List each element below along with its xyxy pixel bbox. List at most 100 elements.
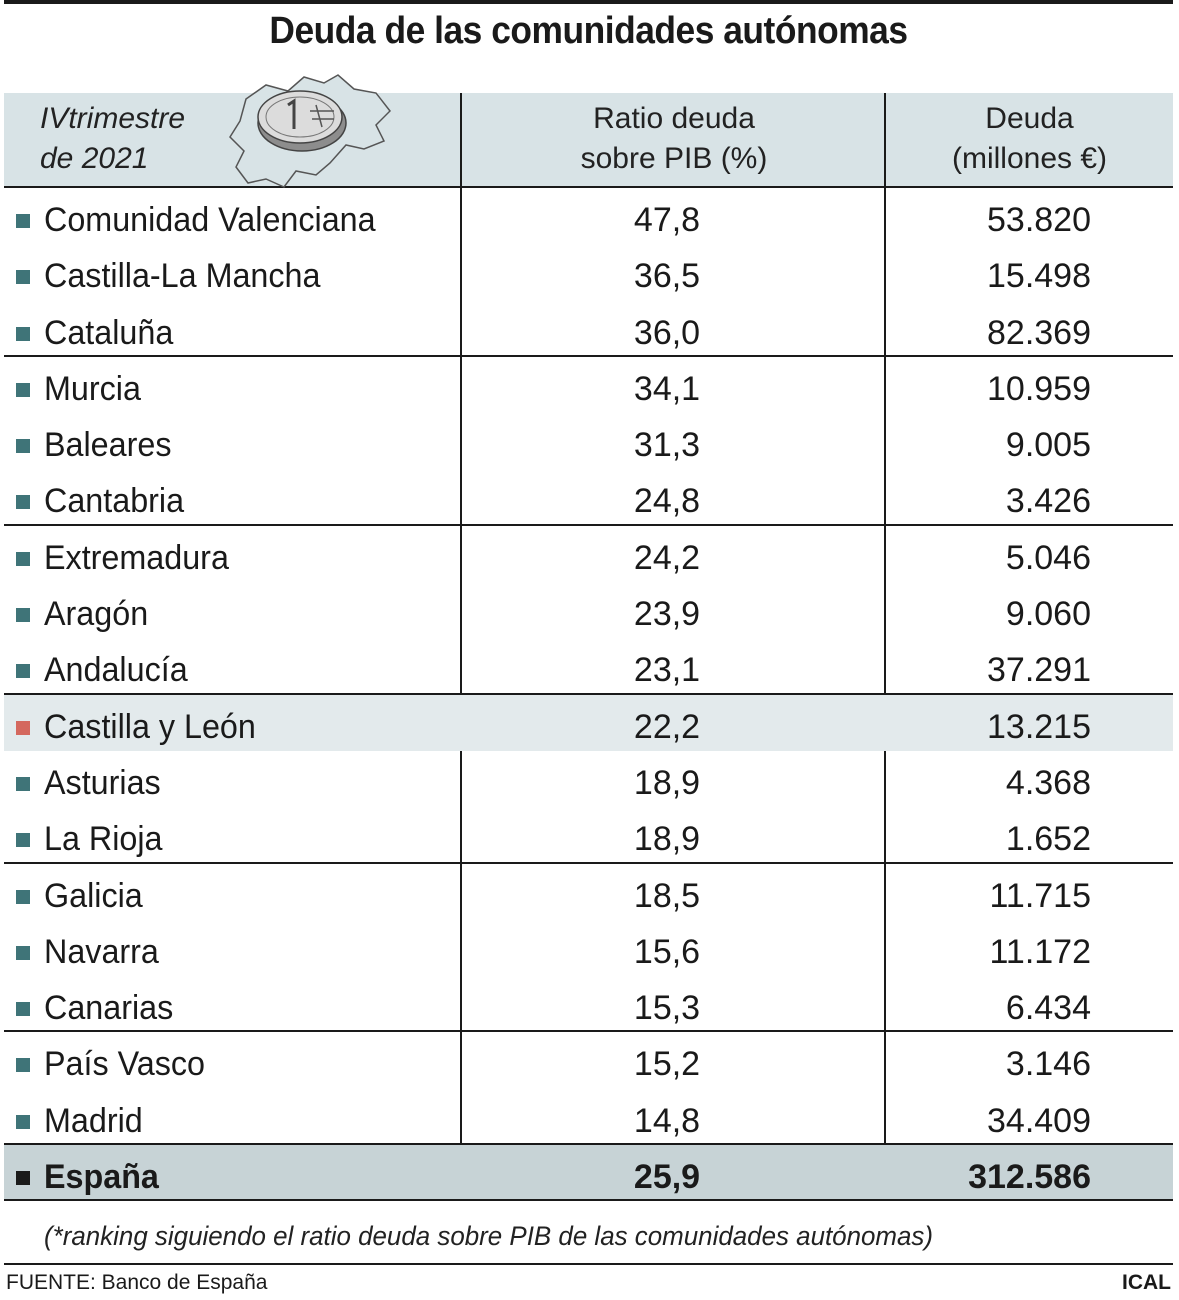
ratio-value: 15,3 bbox=[633, 989, 701, 1028]
ratio-value: 22,2 bbox=[633, 707, 701, 746]
period-line1: IVtrimestre bbox=[40, 102, 186, 135]
column-divider bbox=[884, 93, 886, 186]
table-row: Castilla y León 22,2 13.215 bbox=[4, 694, 1173, 751]
row-bullet bbox=[16, 945, 30, 960]
table-bottom-rule bbox=[4, 1199, 1173, 1202]
region-name: Madrid bbox=[44, 1101, 143, 1140]
row-bullet bbox=[16, 1114, 30, 1129]
debt-header-line1: Deuda bbox=[985, 102, 1074, 135]
debt-column-header: Deuda (millones €) bbox=[886, 99, 1173, 179]
ratio-value: 18,9 bbox=[633, 763, 701, 802]
table-row: Baleares 31,3 9.005 bbox=[4, 413, 1173, 469]
debt-value: 10.959 bbox=[987, 369, 1091, 408]
ratio-value: 25,9 bbox=[633, 1158, 701, 1197]
region-name: Navarra bbox=[44, 932, 159, 971]
debt-value: 9.060 bbox=[1005, 595, 1091, 634]
region-name: Cataluña bbox=[44, 313, 174, 352]
chart-title: Deuda de las comunidades autónomas bbox=[269, 10, 908, 52]
ratio-value: 36,5 bbox=[633, 257, 701, 296]
ratio-value: 23,9 bbox=[633, 595, 701, 634]
region-name: Castilla-La Mancha bbox=[44, 257, 321, 296]
ratio-value: 15,2 bbox=[633, 1045, 701, 1084]
region-name: La Rioja bbox=[44, 820, 163, 859]
period-label: IVtrimestre de 2021 bbox=[40, 99, 185, 179]
region-name: Murcia bbox=[44, 369, 141, 408]
row-bullet bbox=[16, 382, 30, 397]
table-row: Cantabria 24,8 3.426 bbox=[4, 469, 1173, 526]
row-bullet bbox=[16, 720, 30, 735]
debt-value: 34.409 bbox=[987, 1101, 1091, 1140]
table-row: Aragón 23,9 9.060 bbox=[4, 582, 1173, 638]
table-row: Murcia 34,1 10.959 bbox=[4, 357, 1173, 413]
debt-value: 37.291 bbox=[987, 651, 1091, 690]
region-name: Canarias bbox=[44, 989, 174, 1028]
table-row: Navarra 15,6 11.172 bbox=[4, 920, 1173, 976]
ratio-value: 24,2 bbox=[633, 538, 701, 577]
source-text: FUENTE: Banco de España bbox=[6, 1271, 268, 1294]
ratio-header-line2: sobre PIB (%) bbox=[580, 142, 768, 175]
debt-value: 15.498 bbox=[987, 257, 1091, 296]
region-name: Baleares bbox=[44, 426, 172, 465]
row-bullet bbox=[16, 214, 30, 228]
ratio-value: 23,1 bbox=[633, 651, 701, 690]
debt-value: 3.146 bbox=[1005, 1045, 1091, 1084]
debt-value: 6.434 bbox=[1005, 989, 1091, 1028]
debt-value: 9.005 bbox=[1005, 426, 1091, 465]
region-name: España bbox=[44, 1158, 159, 1197]
top-rule bbox=[4, 0, 1173, 4]
debt-table: IVtrimestre de 2021 Ratio deuda sobre PI… bbox=[4, 74, 1173, 1202]
row-bullet bbox=[16, 495, 30, 510]
debt-header-line2: (millones €) bbox=[951, 142, 1108, 175]
row-bullet bbox=[16, 1171, 30, 1186]
debt-value: 13.215 bbox=[987, 707, 1091, 746]
column-divider bbox=[460, 93, 462, 186]
ratio-column-header: Ratio deuda sobre PIB (%) bbox=[462, 99, 886, 179]
table-row: Extremadura 24,2 5.046 bbox=[4, 526, 1173, 582]
ratio-value: 15,6 bbox=[633, 932, 701, 971]
ratio-value: 18,5 bbox=[633, 876, 701, 915]
table-row: País Vasco 15,2 3.146 bbox=[4, 1032, 1173, 1088]
footnote: (*ranking siguiendo el ratio deuda sobre… bbox=[44, 1221, 934, 1251]
region-name: País Vasco bbox=[44, 1045, 205, 1084]
table-row: Castilla-La Mancha 36,5 15.498 bbox=[4, 244, 1173, 300]
table-row: Cataluña 36,0 82.369 bbox=[4, 301, 1173, 357]
row-bullet bbox=[16, 551, 30, 566]
region-name: Comunidad Valenciana bbox=[44, 201, 376, 239]
table-header: IVtrimestre de 2021 Ratio deuda sobre PI… bbox=[4, 74, 1173, 188]
row-bullet bbox=[16, 664, 30, 679]
region-name: Andalucía bbox=[44, 651, 188, 690]
ratio-value: 47,8 bbox=[633, 201, 701, 239]
row-bullet bbox=[16, 889, 30, 904]
table-row: Madrid 14,8 34.409 bbox=[4, 1089, 1173, 1146]
table-row: Comunidad Valenciana 47,8 53.820 bbox=[4, 188, 1173, 244]
table-row: Andalucía 23,1 37.291 bbox=[4, 638, 1173, 695]
credit-text: ICAL bbox=[1122, 1271, 1171, 1294]
total-row: España 25,9 312.586 bbox=[4, 1145, 1173, 1202]
euro-coin-map-icon bbox=[229, 74, 391, 188]
row-bullet bbox=[16, 270, 30, 285]
region-name: Cantabria bbox=[44, 482, 185, 521]
debt-value: 11.715 bbox=[989, 876, 1091, 915]
ratio-value: 18,9 bbox=[633, 820, 701, 859]
ratio-value: 14,8 bbox=[633, 1101, 701, 1140]
row-bullet bbox=[16, 326, 30, 341]
region-name: Castilla y León bbox=[44, 707, 256, 746]
debt-value: 3.426 bbox=[1005, 482, 1091, 521]
row-bullet bbox=[16, 608, 30, 623]
ratio-value: 34,1 bbox=[633, 369, 701, 408]
debt-value: 53.820 bbox=[987, 201, 1091, 239]
ratio-value: 24,8 bbox=[633, 482, 701, 521]
debt-value: 4.368 bbox=[1005, 763, 1091, 802]
table-row: Canarias 15,3 6.434 bbox=[4, 976, 1173, 1033]
row-bullet bbox=[16, 439, 30, 454]
debt-value: 1.652 bbox=[1005, 820, 1091, 859]
ratio-value: 31,3 bbox=[633, 426, 701, 465]
table-row: Galicia 18,5 11.715 bbox=[4, 864, 1173, 920]
footer-rule bbox=[4, 1263, 1173, 1265]
region-name: Aragón bbox=[44, 595, 149, 634]
ratio-value: 36,0 bbox=[633, 313, 701, 352]
table-row: Asturias 18,9 4.368 bbox=[4, 751, 1173, 807]
ratio-header-line1: Ratio deuda bbox=[593, 102, 755, 135]
row-bullet bbox=[16, 833, 30, 848]
table-row: La Rioja 18,9 1.652 bbox=[4, 807, 1173, 864]
